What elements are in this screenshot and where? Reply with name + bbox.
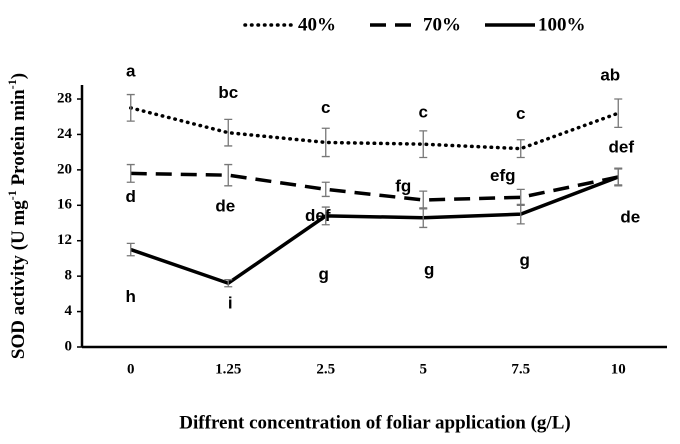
x-tick-label: 1.25: [215, 361, 241, 377]
x-tick-label: 0: [127, 361, 135, 377]
error-bar: [516, 203, 525, 225]
significance-letter: c: [419, 103, 428, 122]
y-tick-label: 20: [57, 161, 72, 177]
legend-label: 100%: [538, 14, 586, 35]
error-bar: [321, 127, 330, 158]
y-axis-title-part: ): [8, 73, 29, 79]
error-bar: [224, 279, 233, 288]
significance-letter: c: [516, 104, 525, 123]
significance-letter: de: [215, 197, 235, 216]
significance-letter: g: [319, 264, 329, 283]
y-tick-label: 8: [65, 268, 73, 284]
legend-label: 70%: [423, 14, 461, 35]
y-tick-label: 4: [65, 303, 73, 319]
x-tick-label: 2.5: [316, 361, 335, 377]
y-tick-label: 0: [65, 338, 73, 354]
significance-letter: ab: [600, 66, 620, 85]
x-tick-label: 10: [611, 361, 626, 377]
x-tick-label: 5: [420, 361, 428, 377]
significance-letter: de: [620, 207, 640, 226]
error-bar: [516, 139, 525, 159]
y-tick-label: 24: [57, 126, 73, 142]
series-line: [130, 171, 619, 202]
error-bar: [126, 93, 135, 122]
significance-letter: d: [126, 187, 136, 206]
significance-letter: def: [609, 137, 635, 156]
error-bar: [126, 163, 135, 183]
y-axis-title-part: Protein min: [8, 89, 29, 190]
error-bar: [321, 181, 330, 198]
significance-letter: bc: [218, 83, 238, 102]
significance-letter: def: [305, 206, 331, 225]
significance-letter: c: [321, 98, 330, 117]
x-tick-label: 7.5: [511, 361, 530, 377]
error-bar: [419, 130, 428, 159]
y-axis-title-part: SOD activity (U mg: [8, 200, 29, 359]
error-bar: [126, 242, 135, 257]
significance-letter: g: [520, 251, 530, 270]
significance-letter: i: [228, 294, 233, 313]
error-bar: [419, 190, 428, 210]
significance-letter: h: [126, 287, 136, 306]
series-line: [130, 175, 619, 286]
significance-letter: g: [424, 260, 434, 279]
error-bar: [614, 98, 623, 129]
error-bar: [614, 167, 623, 187]
y-tick-label: 12: [57, 232, 72, 248]
legend-label: 40%: [298, 14, 336, 35]
y-tick-label: 28: [57, 90, 72, 106]
error-bar: [419, 207, 428, 229]
x-axis-title: Diffrent concentration of foliar applica…: [179, 412, 570, 433]
error-bar: [321, 206, 330, 226]
significance-letter: a: [126, 61, 136, 80]
series-line: [129, 106, 620, 151]
significance-letter: efg: [490, 166, 516, 185]
significance-letter: fg: [395, 176, 411, 195]
y-axis-title-part: -1: [5, 190, 19, 200]
error-bar: [224, 163, 233, 187]
error-bar: [224, 118, 233, 147]
y-tick-label: 16: [57, 197, 73, 213]
y-axis-title-part: -1: [5, 79, 19, 89]
y-axis-title: SOD activity (U mg-1 Protein min-1): [5, 73, 30, 359]
